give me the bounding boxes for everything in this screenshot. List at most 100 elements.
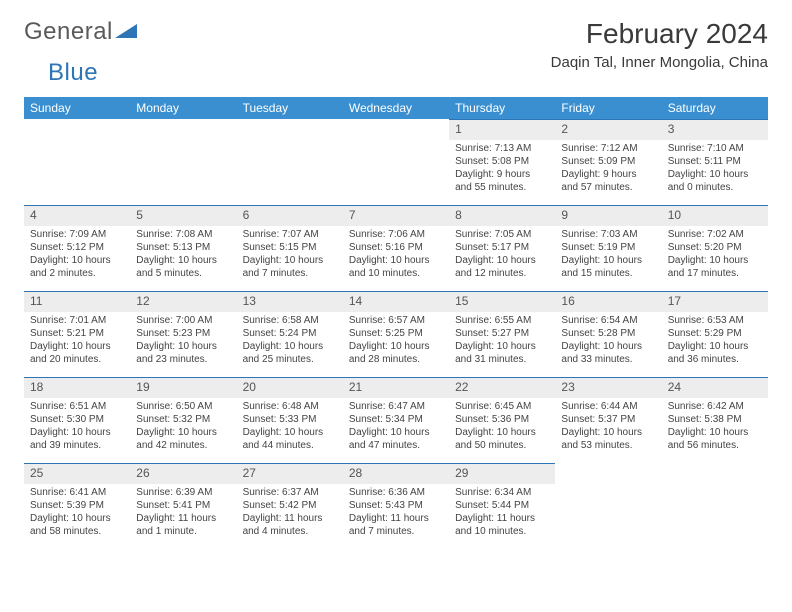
day-number: 3 [662, 119, 768, 140]
weekday-header: Tuesday [237, 97, 343, 119]
calendar-day-cell: 5Sunrise: 7:08 AMSunset: 5:13 PMDaylight… [130, 205, 236, 291]
daylight-text: Daylight: 10 hours and 15 minutes. [561, 254, 655, 280]
daylight-text: Daylight: 10 hours and 7 minutes. [243, 254, 337, 280]
calendar-page: General February 2024 Daqin Tal, Inner M… [0, 0, 792, 567]
day-details: Sunrise: 7:09 AMSunset: 5:12 PMDaylight:… [24, 226, 130, 284]
day-details: Sunrise: 6:41 AMSunset: 5:39 PMDaylight:… [24, 484, 130, 542]
day-details: Sunrise: 6:57 AMSunset: 5:25 PMDaylight:… [343, 312, 449, 370]
sunset-text: Sunset: 5:24 PM [243, 327, 337, 340]
calendar-day-cell: 17Sunrise: 6:53 AMSunset: 5:29 PMDayligh… [662, 291, 768, 377]
day-number: 18 [24, 377, 130, 398]
calendar-day-cell: 16Sunrise: 6:54 AMSunset: 5:28 PMDayligh… [555, 291, 661, 377]
day-details: Sunrise: 7:01 AMSunset: 5:21 PMDaylight:… [24, 312, 130, 370]
sunrise-text: Sunrise: 7:06 AM [349, 228, 443, 241]
sunset-text: Sunset: 5:34 PM [349, 413, 443, 426]
calendar-day-cell [555, 463, 661, 549]
title-block: February 2024 Daqin Tal, Inner Mongolia,… [551, 18, 768, 71]
sunrise-text: Sunrise: 6:50 AM [136, 400, 230, 413]
daylight-text: Daylight: 11 hours and 1 minute. [136, 512, 230, 538]
sunset-text: Sunset: 5:19 PM [561, 241, 655, 254]
daylight-text: Daylight: 9 hours and 55 minutes. [455, 168, 549, 194]
calendar-day-cell: 9Sunrise: 7:03 AMSunset: 5:19 PMDaylight… [555, 205, 661, 291]
sunset-text: Sunset: 5:30 PM [30, 413, 124, 426]
sunset-text: Sunset: 5:11 PM [668, 155, 762, 168]
weekday-header: Thursday [449, 97, 555, 119]
sunrise-text: Sunrise: 6:54 AM [561, 314, 655, 327]
calendar-day-cell: 19Sunrise: 6:50 AMSunset: 5:32 PMDayligh… [130, 377, 236, 463]
day-number: 15 [449, 291, 555, 312]
sunrise-text: Sunrise: 7:07 AM [243, 228, 337, 241]
sunrise-text: Sunrise: 6:37 AM [243, 486, 337, 499]
sunrise-text: Sunrise: 7:01 AM [30, 314, 124, 327]
calendar-day-cell: 10Sunrise: 7:02 AMSunset: 5:20 PMDayligh… [662, 205, 768, 291]
sunrise-text: Sunrise: 6:58 AM [243, 314, 337, 327]
day-details: Sunrise: 6:50 AMSunset: 5:32 PMDaylight:… [130, 398, 236, 456]
sunrise-text: Sunrise: 6:36 AM [349, 486, 443, 499]
sunrise-text: Sunrise: 6:34 AM [455, 486, 549, 499]
day-details: Sunrise: 6:42 AMSunset: 5:38 PMDaylight:… [662, 398, 768, 456]
sunset-text: Sunset: 5:37 PM [561, 413, 655, 426]
sunset-text: Sunset: 5:16 PM [349, 241, 443, 254]
logo-text-blue: Blue [48, 59, 98, 86]
sunset-text: Sunset: 5:39 PM [30, 499, 124, 512]
daylight-text: Daylight: 10 hours and 31 minutes. [455, 340, 549, 366]
day-details: Sunrise: 6:36 AMSunset: 5:43 PMDaylight:… [343, 484, 449, 542]
daylight-text: Daylight: 10 hours and 12 minutes. [455, 254, 549, 280]
calendar-week-row: 4Sunrise: 7:09 AMSunset: 5:12 PMDaylight… [24, 205, 768, 291]
calendar-day-cell: 14Sunrise: 6:57 AMSunset: 5:25 PMDayligh… [343, 291, 449, 377]
day-number: 5 [130, 205, 236, 226]
day-number: 7 [343, 205, 449, 226]
day-number: 23 [555, 377, 661, 398]
calendar-day-cell: 6Sunrise: 7:07 AMSunset: 5:15 PMDaylight… [237, 205, 343, 291]
day-details: Sunrise: 6:45 AMSunset: 5:36 PMDaylight:… [449, 398, 555, 456]
daylight-text: Daylight: 11 hours and 7 minutes. [349, 512, 443, 538]
logo: General [24, 18, 137, 46]
day-details: Sunrise: 6:53 AMSunset: 5:29 PMDaylight:… [662, 312, 768, 370]
calendar-day-cell [24, 119, 130, 205]
calendar-table: Sunday Monday Tuesday Wednesday Thursday… [24, 97, 768, 549]
sunset-text: Sunset: 5:15 PM [243, 241, 337, 254]
calendar-day-cell: 23 Sunrise: 6:44 AMSunset: 5:37 PMDayligh… [555, 377, 661, 463]
sunrise-text: Sunrise: 6:44 AM [561, 400, 655, 413]
day-number: 19 [130, 377, 236, 398]
calendar-day-cell: 2Sunrise: 7:12 AMSunset: 5:09 PMDaylight… [555, 119, 661, 205]
daylight-text: Daylight: 10 hours and 53 minutes. [561, 426, 655, 452]
calendar-day-cell: 29Sunrise: 6:34 AMSunset: 5:44 PMDayligh… [449, 463, 555, 549]
day-details: Sunrise: 7:13 AMSunset: 5:08 PMDaylight:… [449, 140, 555, 198]
calendar-day-cell: 27Sunrise: 6:37 AMSunset: 5:42 PMDayligh… [237, 463, 343, 549]
sunset-text: Sunset: 5:32 PM [136, 413, 230, 426]
sunset-text: Sunset: 5:38 PM [668, 413, 762, 426]
day-number: 11 [24, 291, 130, 312]
calendar-day-cell: 11Sunrise: 7:01 AMSunset: 5:21 PMDayligh… [24, 291, 130, 377]
day-details: Sunrise: 6:58 AMSunset: 5:24 PMDaylight:… [237, 312, 343, 370]
calendar-week-row: 11Sunrise: 7:01 AMSunset: 5:21 PMDayligh… [24, 291, 768, 377]
calendar-week-row: 25Sunrise: 6:41 AMSunset: 5:39 PMDayligh… [24, 463, 768, 549]
day-number: 14 [343, 291, 449, 312]
calendar-day-cell [662, 463, 768, 549]
day-number: 24 [662, 377, 768, 398]
sunset-text: Sunset: 5:09 PM [561, 155, 655, 168]
calendar-week-row: 1Sunrise: 7:13 AMSunset: 5:08 PMDaylight… [24, 119, 768, 205]
sunset-text: Sunset: 5:20 PM [668, 241, 762, 254]
weekday-header: Wednesday [343, 97, 449, 119]
day-details: Sunrise: 7:12 AMSunset: 5:09 PMDaylight:… [555, 140, 661, 198]
daylight-text: Daylight: 11 hours and 4 minutes. [243, 512, 337, 538]
day-number: 20 [237, 377, 343, 398]
daylight-text: Daylight: 10 hours and 10 minutes. [349, 254, 443, 280]
day-details: Sunrise: 6:47 AMSunset: 5:34 PMDaylight:… [343, 398, 449, 456]
calendar-day-cell: 24Sunrise: 6:42 AMSunset: 5:38 PMDayligh… [662, 377, 768, 463]
sunrise-text: Sunrise: 7:12 AM [561, 142, 655, 155]
sunrise-text: Sunrise: 6:48 AM [243, 400, 337, 413]
sunrise-text: Sunrise: 7:03 AM [561, 228, 655, 241]
day-details: Sunrise: 7:05 AMSunset: 5:17 PMDaylight:… [449, 226, 555, 284]
weekday-header: Friday [555, 97, 661, 119]
calendar-day-cell: 8Sunrise: 7:05 AMSunset: 5:17 PMDaylight… [449, 205, 555, 291]
day-number: 22 [449, 377, 555, 398]
calendar-header-row: Sunday Monday Tuesday Wednesday Thursday… [24, 97, 768, 119]
sunset-text: Sunset: 5:29 PM [668, 327, 762, 340]
daylight-text: Daylight: 10 hours and 20 minutes. [30, 340, 124, 366]
location-label: Daqin Tal, Inner Mongolia, China [551, 54, 768, 71]
day-details: Sunrise: 6:34 AMSunset: 5:44 PMDaylight:… [449, 484, 555, 542]
day-details: Sunrise: 7:08 AMSunset: 5:13 PMDaylight:… [130, 226, 236, 284]
daylight-text: Daylight: 10 hours and 56 minutes. [668, 426, 762, 452]
